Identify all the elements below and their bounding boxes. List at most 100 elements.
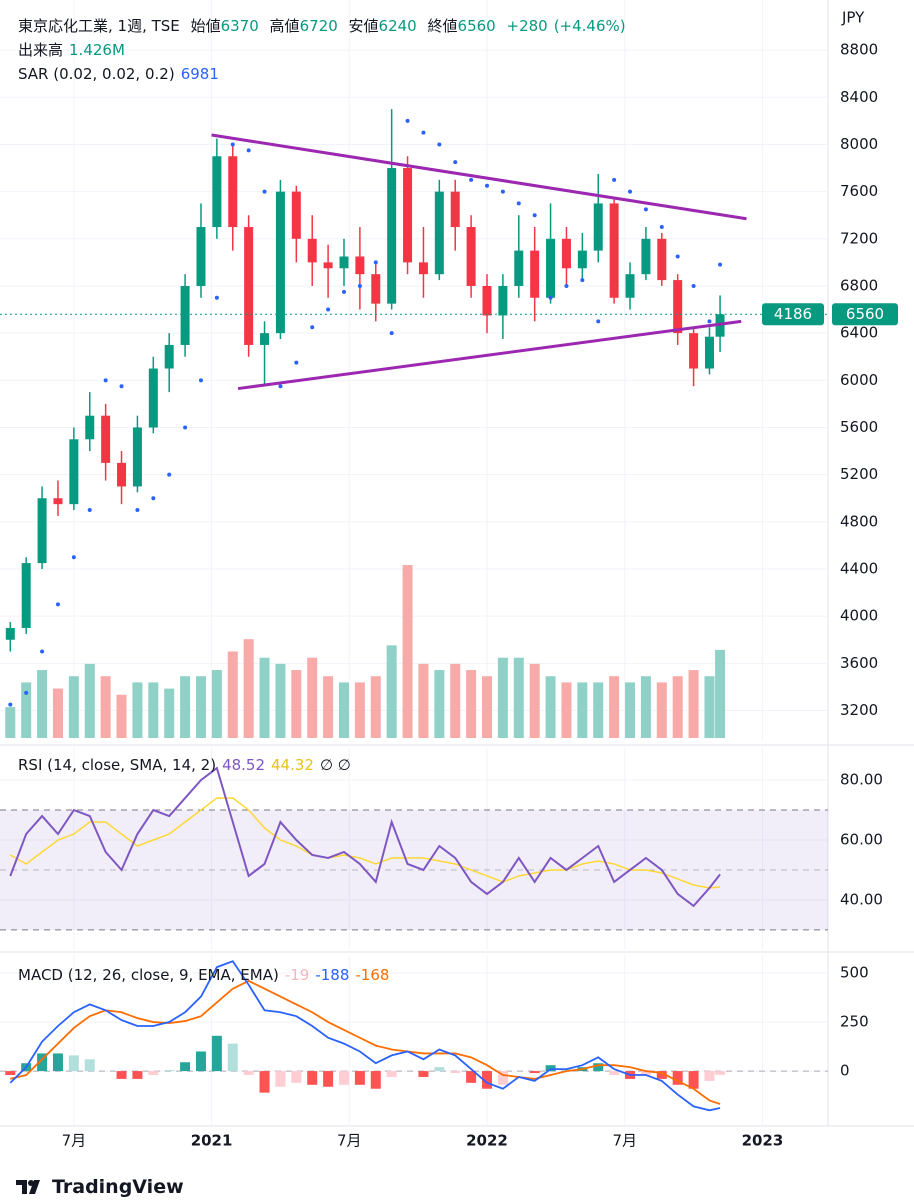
candle-body — [689, 333, 699, 369]
candle-body — [323, 262, 333, 269]
macd-hist-bar — [116, 1071, 127, 1079]
hist-value: -19 — [284, 966, 310, 984]
sar-dot — [500, 189, 505, 194]
rsi-sma-value: 44.32 — [271, 756, 314, 774]
volume-bar — [513, 657, 524, 738]
candle-body — [387, 168, 397, 304]
volume-bar — [52, 688, 63, 738]
y-tick-label: 60.00 — [840, 831, 883, 849]
macd-title: MACD (12, 26, close, 9, EMA, EMA) — [18, 966, 279, 984]
candle-body — [609, 203, 619, 298]
macd-hist-bar — [672, 1071, 683, 1085]
volume-label: 出来高 — [18, 41, 64, 59]
volume-bar — [164, 688, 175, 738]
macd-hist-bar — [243, 1071, 254, 1075]
y-tick-label: 40.00 — [840, 890, 883, 908]
signal-value: -168 — [355, 966, 390, 984]
candle-body — [577, 250, 587, 269]
volume-bar — [354, 682, 365, 738]
volume-value: 1.426M — [69, 41, 125, 59]
macd-hist-bar — [307, 1071, 318, 1085]
candle-body — [132, 427, 142, 487]
y-tick-label: 8000 — [840, 135, 878, 153]
sar-dot — [628, 189, 633, 194]
sar-dot — [326, 307, 331, 312]
y-tick-label: 6000 — [840, 371, 878, 389]
volume-bar — [338, 682, 349, 738]
candle-body — [37, 498, 47, 564]
volume-bar — [5, 707, 16, 738]
y-tick-label: 5600 — [840, 418, 878, 436]
countdown-box — [762, 303, 824, 326]
macd-hist-bar — [386, 1071, 397, 1077]
x-tick-label: 2022 — [466, 1132, 508, 1150]
y-tick-label: 7600 — [840, 182, 878, 200]
macd-hist-bar — [450, 1071, 461, 1074]
sar-dot — [612, 177, 617, 182]
macd-hist-bar — [227, 1043, 238, 1072]
rsi-extra: ∅ ∅ — [319, 756, 351, 774]
sar-dot — [8, 702, 13, 707]
volume-bar — [132, 682, 143, 738]
macd-hist-bar — [148, 1071, 159, 1075]
sar-dot — [675, 254, 680, 259]
candle-body — [498, 285, 508, 316]
legend-macd: MACD (12, 26, close, 9, EMA, EMA) -19 -188… — [18, 965, 395, 985]
legend-sar: SAR (0.02, 0.02, 0.2) 6981 — [18, 64, 225, 84]
sar-dot — [596, 319, 601, 324]
volume-bar — [593, 682, 604, 738]
volume-bar — [37, 670, 48, 738]
legend-price: 東京応化工業, 1週, TSE 始値6370 高値6720 安値6240 終値6… — [18, 16, 632, 36]
sar-dot — [310, 325, 315, 330]
sar-dot — [357, 283, 362, 288]
volume-bar — [180, 676, 191, 738]
volume-bar — [545, 676, 556, 738]
candle-body — [339, 256, 349, 269]
macd-hist-bar — [482, 1071, 493, 1089]
sar-dot — [421, 130, 426, 135]
y-tick-label: 0 — [840, 1062, 850, 1080]
macd-hist-bar — [132, 1071, 143, 1079]
volume-bar — [715, 649, 726, 738]
macd-value: -188 — [315, 966, 350, 984]
volume-bar — [307, 657, 318, 738]
macd-hist-bar — [52, 1053, 63, 1072]
macd-hist-bar — [5, 1071, 16, 1075]
y-tick-label: 250 — [840, 1013, 869, 1031]
legend-rsi: RSI (14, close, SMA, 14, 2) 48.52 44.32 ∅ ∅ — [18, 755, 357, 775]
volume-bar — [68, 676, 79, 738]
macd-hist-bar — [164, 1070, 175, 1072]
candle-body — [196, 227, 206, 286]
y-tick-label: 4400 — [840, 560, 878, 578]
candle-body — [228, 156, 238, 228]
high-value: 6720 — [299, 17, 338, 35]
sar-dot — [691, 283, 696, 288]
sar-dot — [707, 319, 712, 324]
sar-dot — [294, 360, 299, 365]
candle-body — [244, 227, 254, 345]
macd-hist-bar — [715, 1071, 726, 1075]
macd-hist-bar — [323, 1071, 334, 1087]
logo — [16, 1180, 40, 1194]
candle-body — [212, 156, 222, 228]
candle-body — [85, 415, 95, 440]
candle-body — [466, 227, 476, 286]
volume-bar — [195, 676, 206, 738]
volume-bar — [577, 682, 588, 738]
sar-dot — [55, 602, 60, 607]
candle-body — [450, 191, 460, 228]
brand: TradingView — [52, 1176, 184, 1198]
volume-bar — [672, 676, 683, 738]
y-tick-label: 8800 — [840, 41, 878, 59]
volume-bar — [434, 670, 445, 738]
candle-body — [673, 280, 683, 334]
sar-dot — [198, 378, 203, 383]
candle-body — [641, 238, 651, 275]
close-value: 6560 — [457, 17, 496, 35]
y-tick-label: 80.00 — [840, 771, 883, 789]
macd-hist-bar — [545, 1065, 556, 1072]
y-tick-label: 3200 — [840, 701, 878, 719]
volume-bar — [704, 676, 715, 738]
